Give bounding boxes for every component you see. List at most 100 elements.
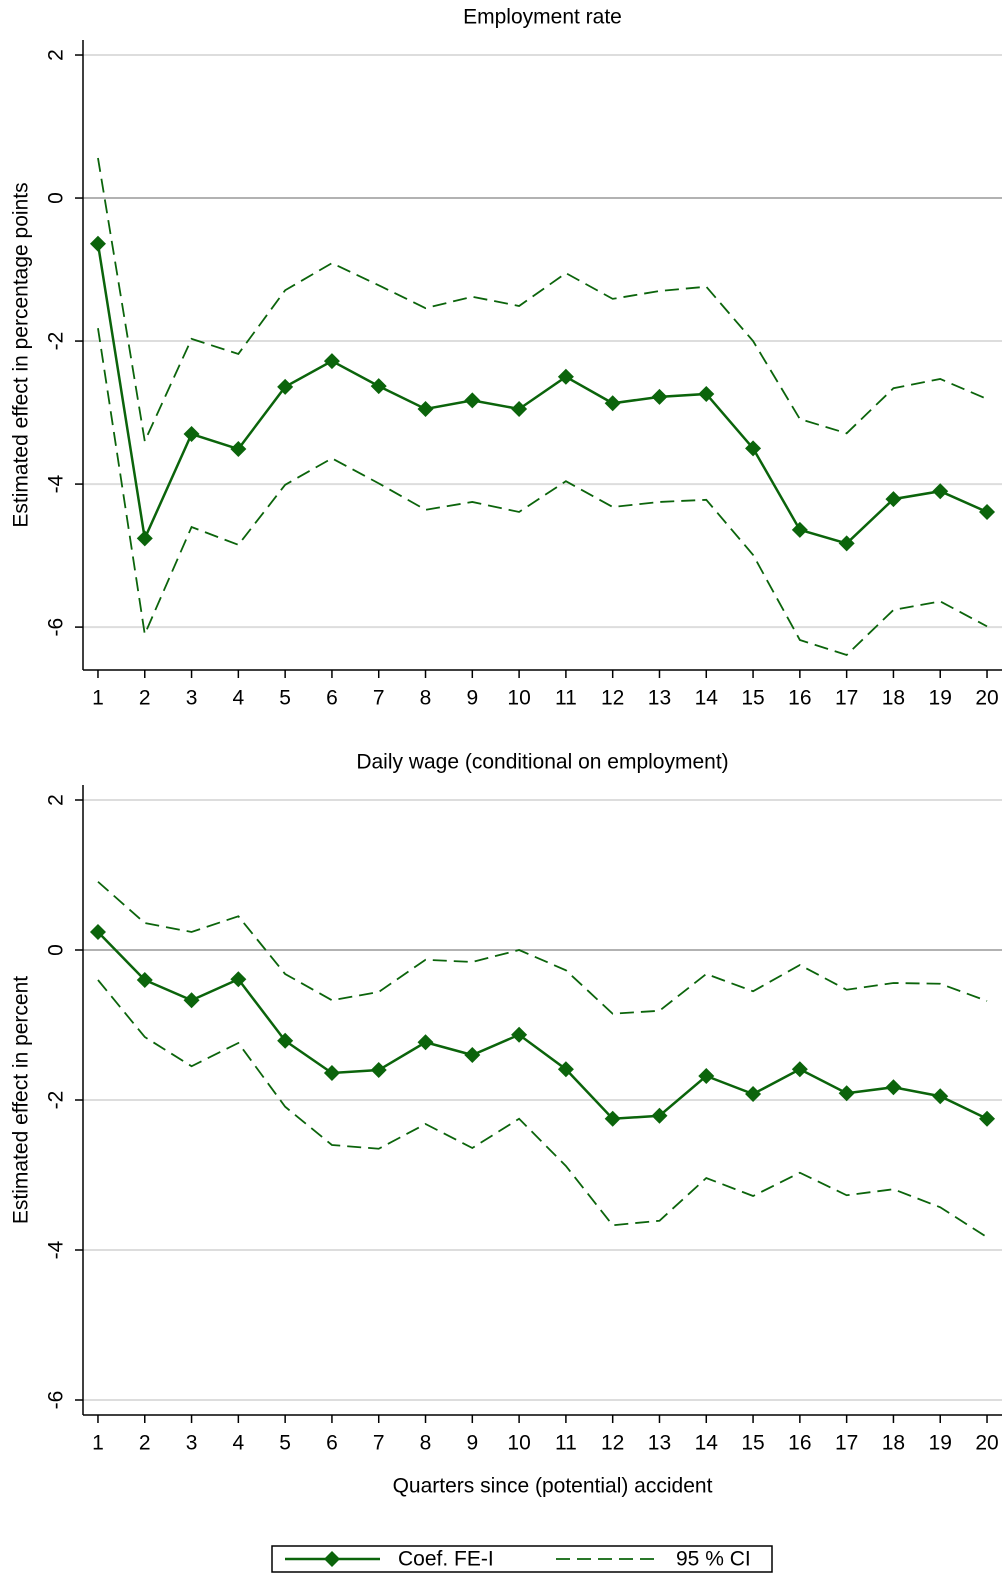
legend-label: 95 % CI	[676, 1548, 751, 1571]
coef-marker	[791, 1061, 808, 1078]
coef-marker	[464, 392, 481, 409]
x-tick-label: 11	[555, 687, 577, 710]
x-tick-label: 19	[929, 1432, 952, 1455]
coef-marker	[370, 1062, 387, 1078]
chart-title: Employment rate	[463, 6, 622, 29]
y-tick-label: 0	[45, 944, 68, 956]
x-tick-label: 8	[420, 687, 432, 710]
x-tick-label: 16	[788, 1432, 811, 1455]
coef-marker	[464, 1047, 481, 1063]
x-tick-label: 13	[648, 1432, 671, 1455]
x-tick-label: 17	[835, 1432, 858, 1455]
x-tick-label: 10	[507, 1432, 530, 1455]
x-tick-label: 9	[466, 687, 478, 710]
y-axis-label: Estimated effect in percentage points	[10, 182, 33, 527]
coef-marker	[277, 378, 294, 395]
coef-marker	[136, 530, 153, 547]
x-axis-label: Quarters since (potential) accident	[393, 1475, 713, 1498]
coef-marker	[651, 388, 668, 405]
x-tick-label: 2	[139, 687, 151, 710]
ci-upper-line	[97, 881, 988, 1015]
coef-line	[96, 243, 988, 545]
coef-marker	[417, 400, 434, 417]
coef-marker	[89, 924, 106, 940]
coef-marker	[838, 1085, 855, 1102]
x-tick-label: 8	[420, 1432, 432, 1455]
coef-marker	[557, 368, 574, 385]
coef-marker	[511, 1026, 528, 1043]
x-tick-label: 1	[92, 1432, 104, 1455]
x-tick-label: 3	[186, 1432, 198, 1455]
x-tick-label: 7	[373, 1432, 385, 1455]
x-tick-label: 14	[695, 1432, 719, 1455]
y-tick-label: -2	[45, 332, 68, 351]
x-tick-label: 20	[975, 1432, 998, 1455]
coef-marker	[745, 440, 762, 457]
x-tick-label: 5	[279, 1432, 291, 1455]
coef-marker	[230, 441, 247, 458]
x-tick-label: 17	[835, 687, 858, 710]
x-tick-label: 6	[326, 687, 338, 710]
y-tick-label: 2	[45, 794, 68, 806]
x-tick-label: 12	[601, 1432, 624, 1455]
x-tick-label: 15	[741, 687, 764, 710]
coef-marker	[230, 971, 247, 988]
x-tick-label: 18	[882, 687, 905, 710]
x-tick-label: 10	[507, 687, 530, 710]
x-tick-label: 7	[373, 687, 385, 710]
ci-lower-line	[97, 979, 988, 1239]
coef-marker	[838, 535, 855, 552]
x-tick-label: 16	[788, 687, 811, 710]
x-tick-label: 12	[601, 687, 624, 710]
coef-marker	[557, 1061, 574, 1078]
coef-marker	[979, 1110, 996, 1127]
y-tick-label: -6	[45, 1391, 68, 1410]
coef-marker	[885, 1079, 902, 1096]
y-tick-label: -4	[45, 474, 68, 493]
coef-marker	[932, 483, 949, 500]
chart-title: Daily wage (conditional on employment)	[356, 751, 728, 774]
coef-marker	[370, 378, 387, 395]
legend-marker	[324, 1551, 340, 1567]
x-tick-label: 6	[326, 1432, 338, 1455]
coef-marker	[604, 1110, 621, 1127]
x-tick-label: 15	[741, 1432, 764, 1455]
coef-marker	[885, 491, 902, 508]
x-tick-label: 11	[555, 1432, 577, 1455]
x-tick-label: 13	[648, 687, 671, 710]
coef-marker	[323, 353, 340, 370]
x-tick-label: 14	[695, 687, 719, 710]
coef-marker	[698, 385, 715, 402]
x-tick-label: 9	[466, 1432, 478, 1455]
coef-marker	[698, 1068, 715, 1084]
ci-lower-line	[97, 328, 988, 657]
legend-label: Coef. FE-I	[398, 1548, 494, 1571]
y-tick-label: 0	[45, 192, 68, 204]
coef-marker	[979, 503, 996, 520]
x-tick-label: 4	[233, 687, 245, 710]
x-tick-label: 20	[975, 687, 998, 710]
coef-marker	[932, 1088, 949, 1105]
coef-marker	[791, 521, 808, 538]
x-tick-label: 3	[186, 687, 198, 710]
x-tick-label: 18	[882, 1432, 905, 1455]
coef-marker	[183, 992, 200, 1009]
x-tick-label: 4	[233, 1432, 245, 1455]
coef-marker	[323, 1065, 340, 1081]
coef-marker	[745, 1086, 762, 1102]
y-axis-label: Estimated effect in percent	[10, 976, 33, 1224]
x-tick-label: 19	[929, 687, 952, 710]
coef-marker	[604, 395, 621, 412]
x-tick-label: 5	[279, 687, 291, 710]
y-tick-label: 2	[45, 49, 68, 61]
y-tick-label: -4	[45, 1240, 68, 1259]
coef-marker	[136, 972, 153, 988]
ci-upper-line	[97, 157, 988, 445]
coef-marker	[277, 1032, 294, 1049]
coef-marker	[511, 400, 528, 417]
y-tick-label: -6	[45, 618, 68, 637]
coef-marker	[417, 1034, 434, 1051]
x-tick-label: 1	[92, 687, 104, 710]
